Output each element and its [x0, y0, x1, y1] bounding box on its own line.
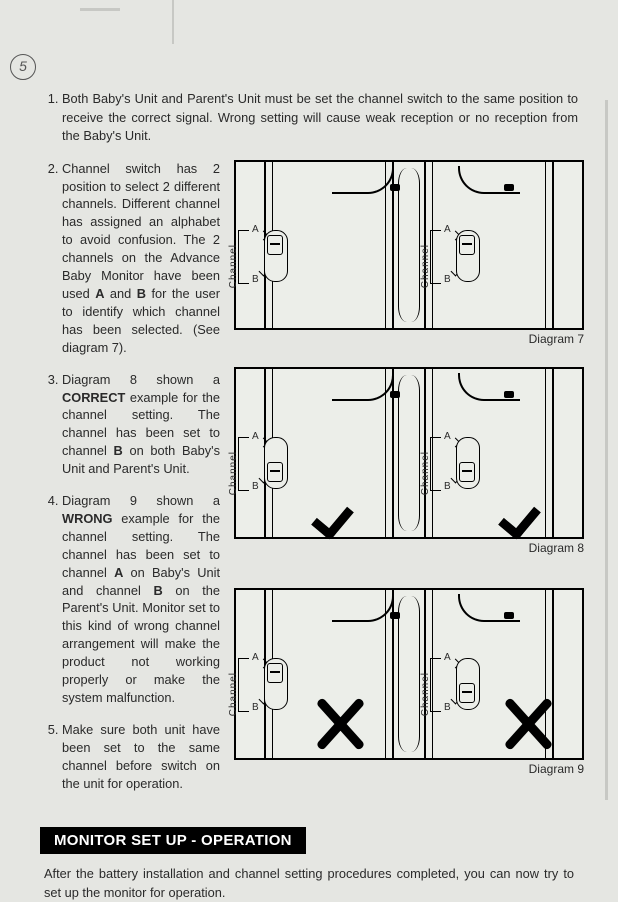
label-b: B [444, 481, 451, 492]
text-bold: B [114, 443, 123, 458]
page-content: Both Baby's Unit and Parent's Unit must … [0, 0, 618, 851]
label-b: B [252, 274, 259, 285]
text: on the Parent's Unit. Monitor set to thi… [62, 583, 220, 705]
text-bold: B [137, 286, 146, 301]
text: Both Baby's Unit and Parent's Unit must … [62, 91, 578, 143]
item2-text: Channel switch has 2 position to select … [62, 160, 220, 357]
label-a: A [252, 652, 259, 663]
cable-plug [390, 391, 400, 398]
list-item-2: Channel switch has 2 position to select … [62, 160, 578, 357]
item1-text: Both Baby's Unit and Parent's Unit must … [62, 90, 578, 146]
cable-plug [390, 612, 400, 619]
diagram-7: Channel A B Channel A B Diagram 7 [234, 160, 584, 346]
text: Make sure both unit have been set to the… [62, 722, 220, 791]
diagram-9: Channel A B Channel A B Diagram 9 [234, 588, 584, 776]
list-item-1: Both Baby's Unit and Parent's Unit must … [62, 90, 578, 146]
cross-mark-icon [498, 694, 558, 754]
text-bold: A [114, 565, 123, 580]
switch-knob [267, 663, 283, 683]
item4-text: Diagram 9 shown a WRONG example for the … [62, 492, 220, 707]
item3-text: Diagram 8 shown a CORRECT example for th… [62, 371, 220, 478]
label-b: B [252, 481, 259, 492]
text-bold: B [153, 583, 162, 598]
text: Channel switch has 2 position to select … [62, 161, 220, 301]
section-body: After the battery installation and chann… [44, 864, 574, 902]
text: and [104, 286, 136, 301]
cable-plug [504, 391, 514, 398]
text: Diagram 8 shown a [62, 372, 220, 387]
instruction-list: Both Baby's Unit and Parent's Unit must … [40, 90, 578, 793]
switch-knob [459, 683, 475, 703]
switch-knob [267, 462, 283, 482]
item5-text: Make sure both unit have been set to the… [62, 721, 220, 793]
label-a: A [444, 652, 451, 663]
cable-plug [504, 184, 514, 191]
label-a: A [252, 431, 259, 442]
text-bold: WRONG [62, 511, 112, 526]
list-item-4: Diagram 9 shown a WRONG example for the … [62, 492, 578, 707]
switch-knob [459, 235, 475, 255]
cable-plug [390, 184, 400, 191]
switch-knob [459, 462, 475, 482]
cross-mark-icon [310, 694, 370, 754]
label-b: B [444, 274, 451, 285]
diagram-7-label: Diagram 7 [234, 330, 584, 346]
section-heading: MONITOR SET UP - OPERATION [40, 827, 306, 854]
label-a: A [252, 224, 259, 235]
text-bold: CORRECT [62, 390, 125, 405]
label-a: A [444, 431, 451, 442]
diagram-9-label: Diagram 9 [234, 760, 584, 776]
switch-knob [267, 235, 283, 255]
label-b: B [252, 702, 259, 713]
label-a: A [444, 224, 451, 235]
label-b: B [444, 702, 451, 713]
list-item-3: Diagram 8 shown a CORRECT example for th… [62, 371, 578, 478]
cable-plug [504, 612, 514, 619]
text: Diagram 9 shown a [62, 493, 220, 508]
